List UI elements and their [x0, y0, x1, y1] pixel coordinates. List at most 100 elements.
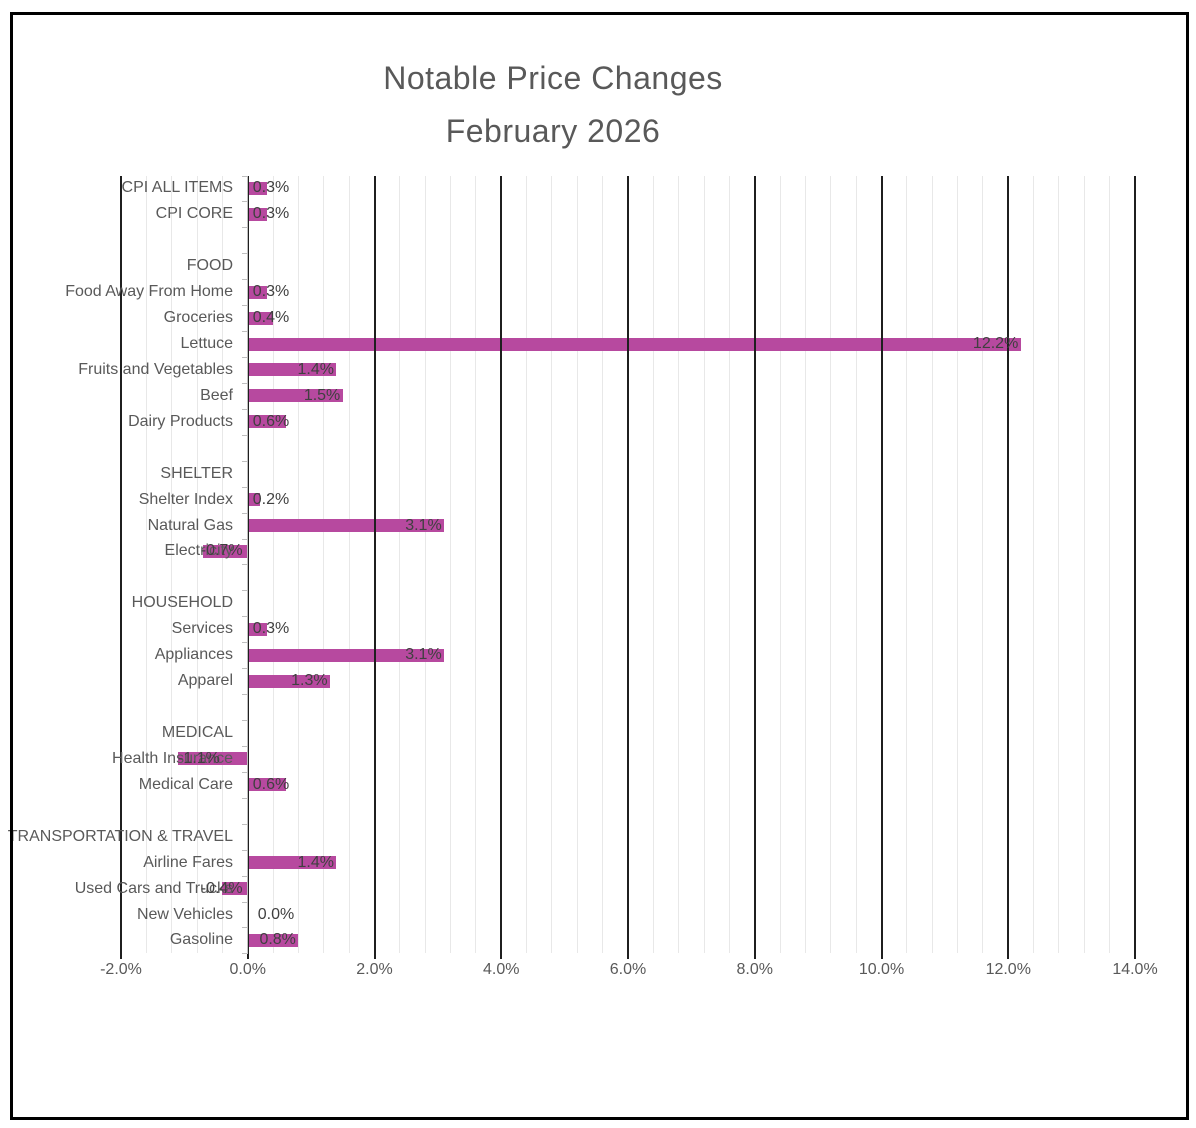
category-axis-tick	[241, 175, 248, 177]
category-axis-tick	[241, 668, 248, 670]
minor-gridline	[931, 175, 933, 954]
value-label: 3.1%	[405, 646, 442, 664]
chart-title-line1: Notable Price Changes	[383, 60, 723, 96]
category-label: Dairy Products	[128, 412, 233, 430]
category-group-label: FOOD	[186, 257, 233, 275]
category-axis-tick	[241, 849, 248, 851]
value-label: -1.1%	[178, 749, 220, 767]
minor-gridline	[196, 175, 198, 954]
value-label: 1.4%	[297, 853, 334, 871]
value-label: 0.3%	[252, 620, 290, 638]
major-gridline	[753, 175, 756, 960]
bar	[247, 415, 286, 429]
category-axis-tick	[241, 953, 248, 955]
x-axis-tick-label: 6.0%	[609, 961, 647, 979]
minor-gridline	[855, 175, 857, 954]
bar	[247, 181, 267, 195]
bar	[178, 752, 248, 766]
bar	[203, 544, 248, 558]
minor-gridline	[652, 175, 654, 954]
category-axis-tick	[241, 694, 248, 696]
category-axis-tick	[241, 512, 248, 514]
category-label: Natural Gas	[147, 516, 233, 534]
category-label: Beef	[200, 386, 233, 404]
minor-gridline	[957, 175, 959, 954]
major-gridline	[880, 175, 883, 960]
x-axis-tick-label: 10.0%	[858, 961, 905, 979]
minor-gridline	[678, 175, 680, 954]
bar	[247, 674, 331, 688]
value-label: 0.4%	[252, 309, 290, 327]
minor-gridline	[145, 175, 147, 954]
value-label: 0.3%	[252, 179, 290, 197]
bar	[222, 882, 248, 896]
category-group-label: TRANSPORTATION & TRAVEL	[7, 827, 233, 845]
minor-gridline	[323, 175, 325, 954]
minor-gridline	[1083, 175, 1085, 954]
category-label: Appliances	[154, 646, 233, 664]
minor-gridline	[399, 175, 401, 954]
bar	[247, 389, 343, 403]
category-axis-tick	[241, 201, 248, 203]
category-axis-tick	[241, 771, 248, 773]
category-axis-tick	[241, 408, 248, 410]
category-axis-tick	[241, 797, 248, 799]
category-label: Fruits and Vegetables	[78, 360, 233, 378]
minor-gridline	[424, 175, 426, 954]
minor-gridline	[602, 175, 604, 954]
bar	[247, 519, 445, 533]
chart-title-line2: February 2026	[445, 113, 661, 149]
value-label: 0.3%	[252, 205, 290, 223]
minor-gridline	[450, 175, 452, 954]
bar	[247, 622, 267, 636]
value-label: 1.3%	[291, 672, 328, 690]
value-label: -0.7%	[200, 542, 243, 560]
x-axis-tick-label: 0.0%	[229, 961, 266, 979]
bar	[247, 207, 267, 221]
value-label: 0.6%	[252, 775, 290, 793]
minor-gridline	[551, 175, 553, 954]
major-gridline	[1134, 175, 1136, 960]
category-axis-tick	[241, 616, 248, 618]
value-label: 0.0%	[257, 905, 295, 923]
bar	[247, 493, 261, 507]
category-label: New Vehicles	[136, 905, 233, 923]
x-axis-tick-label: 12.0%	[985, 961, 1031, 979]
major-gridline	[500, 175, 503, 960]
minor-gridline	[1109, 175, 1111, 954]
category-axis-tick	[241, 227, 248, 229]
bar	[247, 648, 445, 662]
minor-gridline	[703, 175, 705, 954]
bar	[247, 778, 286, 792]
bar	[247, 337, 1021, 351]
category-axis-tick	[241, 875, 248, 877]
minor-gridline	[526, 175, 528, 954]
minor-gridline	[779, 175, 781, 954]
minor-gridline	[906, 175, 908, 954]
category-axis-tick	[241, 382, 248, 384]
category-axis-tick	[241, 279, 248, 281]
category-group-label: MEDICAL	[161, 723, 233, 741]
category-label: Shelter Index	[138, 490, 233, 508]
minor-gridline	[728, 175, 730, 954]
bar	[247, 285, 267, 299]
minor-gridline	[804, 175, 806, 954]
value-label: 0.3%	[252, 283, 290, 301]
minor-gridline	[1033, 175, 1035, 954]
bar	[247, 363, 337, 377]
category-axis-line	[247, 175, 249, 954]
x-axis-tick-label: 8.0%	[736, 961, 773, 979]
x-axis-tick-label: -2.0%	[100, 961, 142, 979]
x-axis-tick-label: 14.0%	[1112, 961, 1158, 979]
category-axis-tick	[241, 720, 248, 722]
category-label: Groceries	[163, 309, 233, 327]
category-axis-tick	[241, 745, 248, 747]
category-axis-tick	[241, 460, 248, 462]
value-label: 0.6%	[252, 412, 290, 430]
minor-gridline	[830, 175, 832, 954]
category-axis-tick	[241, 434, 248, 436]
category-label: Food Away From Home	[65, 283, 233, 301]
minor-gridline	[576, 175, 578, 954]
minor-gridline	[1058, 175, 1060, 954]
